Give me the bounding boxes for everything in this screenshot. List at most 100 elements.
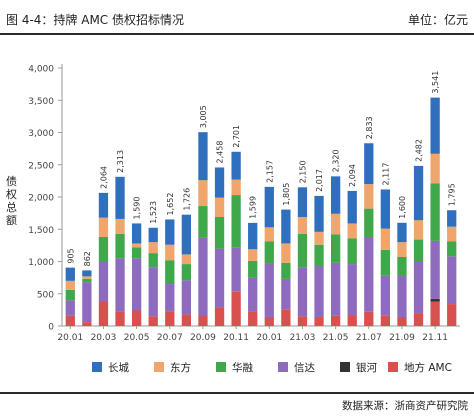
bar-segment [364,143,374,185]
bar-segment [447,226,457,242]
bar-segment [413,239,424,262]
bar-segment [413,313,424,326]
bar-segment [380,189,391,229]
bar-segment [98,217,109,237]
bar-segment [380,315,391,326]
y-tick-label: 1,500 [28,226,54,236]
bar-segment [330,176,341,214]
bar-segment [314,266,324,317]
bar-segment [347,264,357,316]
chart-title: 图 4-4：持牌 AMC 债权招标情况 [6,13,184,27]
bar-segment [231,247,241,292]
bar-segment [248,311,258,326]
bar-segment [65,267,75,281]
x-tick-label: 21.07 [356,333,382,343]
x-tick-label: 20.07 [157,333,183,343]
bar-segment [115,311,125,326]
bar-segment [314,231,324,245]
bar-segment [297,267,308,317]
chart-header: 图 4-4：持牌 AMC 债权招标情况 单位：亿元 [0,0,474,34]
legend-item: 地方 AMC [388,360,452,374]
bar-segment [148,242,158,254]
bar-segment [98,192,109,218]
legend-item: 长城 [92,360,129,374]
bar-total-label: 3,005 [199,105,208,128]
bar-total-label: 905 [66,248,75,263]
legend-item: 华融 [216,360,253,374]
bar-total-label: 2,094 [348,164,357,187]
bar-segment [264,186,274,228]
bar-segment [98,301,109,326]
y-tick-label: 2,500 [28,161,54,171]
bar-total-label: 2,064 [99,166,108,189]
bar-segment [115,258,125,312]
legend-label: 华融 [232,361,253,374]
y-tick-label: 2,000 [28,194,54,204]
bar-segment [330,234,341,263]
y-tick-label: 500 [37,290,54,300]
bar-segment [214,197,225,217]
bar-total-label: 1,523 [149,201,158,224]
legend-swatch [216,362,226,372]
unit-label: 单位：亿元 [407,13,468,27]
bar-segment [430,240,440,299]
legend-item: 银河 [340,360,377,374]
bar-segment [231,291,241,326]
bar-segment [165,219,175,245]
bar-total-label: 2,117 [381,163,390,186]
bar-segment [214,216,225,249]
x-tick-label: 20.09 [190,333,216,343]
legend-swatch [278,362,288,372]
bar-total-label: 2,320 [332,149,341,172]
legend-label: 长城 [108,361,129,374]
bar-segment [165,311,175,326]
y-tick-label: 1,000 [28,258,54,268]
bar-segment [131,258,142,311]
legend-swatch [154,362,164,372]
legend-swatch [340,362,350,372]
bar-segment [198,315,208,326]
bar-segment [82,322,92,326]
bar-segment [430,153,440,184]
y-axis-title: 债权总额 [6,175,17,227]
bar-segment [264,227,274,242]
bar-segment [198,132,208,181]
bar-segment [314,195,324,232]
x-tick-label: 20.01 [256,333,282,343]
bar-total-label: 2,701 [232,125,241,148]
bar-segment [380,249,391,276]
bar-segment [413,220,424,240]
bar-segment [314,244,324,267]
legend-label: 信达 [294,361,315,374]
legend-label: 银河 [356,361,377,374]
bar-segment [347,315,357,326]
bar-segment [380,228,391,250]
bar-segment [347,238,357,265]
bar-segment [198,180,208,207]
bar-total-label: 862 [83,251,92,266]
bar-segment [198,237,208,316]
bar-segment [430,97,440,154]
bar-segment [364,208,374,237]
bar-segment [380,275,391,316]
bar-segment [430,301,440,326]
bar-segment [214,307,225,326]
x-tick-label: 21.09 [389,333,415,343]
legend-item: 东方 [154,360,191,374]
bar-total-label: 1,599 [249,196,258,219]
legend-label: 地方 AMC [404,361,452,374]
chart-legend: 长城 东方 华融 信达 银河 地方 AMC [92,360,452,374]
x-tick-label: 21.03 [290,333,316,343]
bar-segment [297,316,308,326]
bar-segment [231,179,241,196]
bar-segment [447,241,457,257]
legend-label: 东方 [170,361,191,374]
legend-swatch [92,362,102,372]
bar-total-label: 2,313 [116,150,125,173]
bar-segment [264,263,274,317]
x-tick-label: 20.03 [91,333,117,343]
bar-segment [131,223,142,244]
bar-segment [248,277,258,312]
bar-segment [347,190,357,224]
bar-segment [214,248,225,308]
